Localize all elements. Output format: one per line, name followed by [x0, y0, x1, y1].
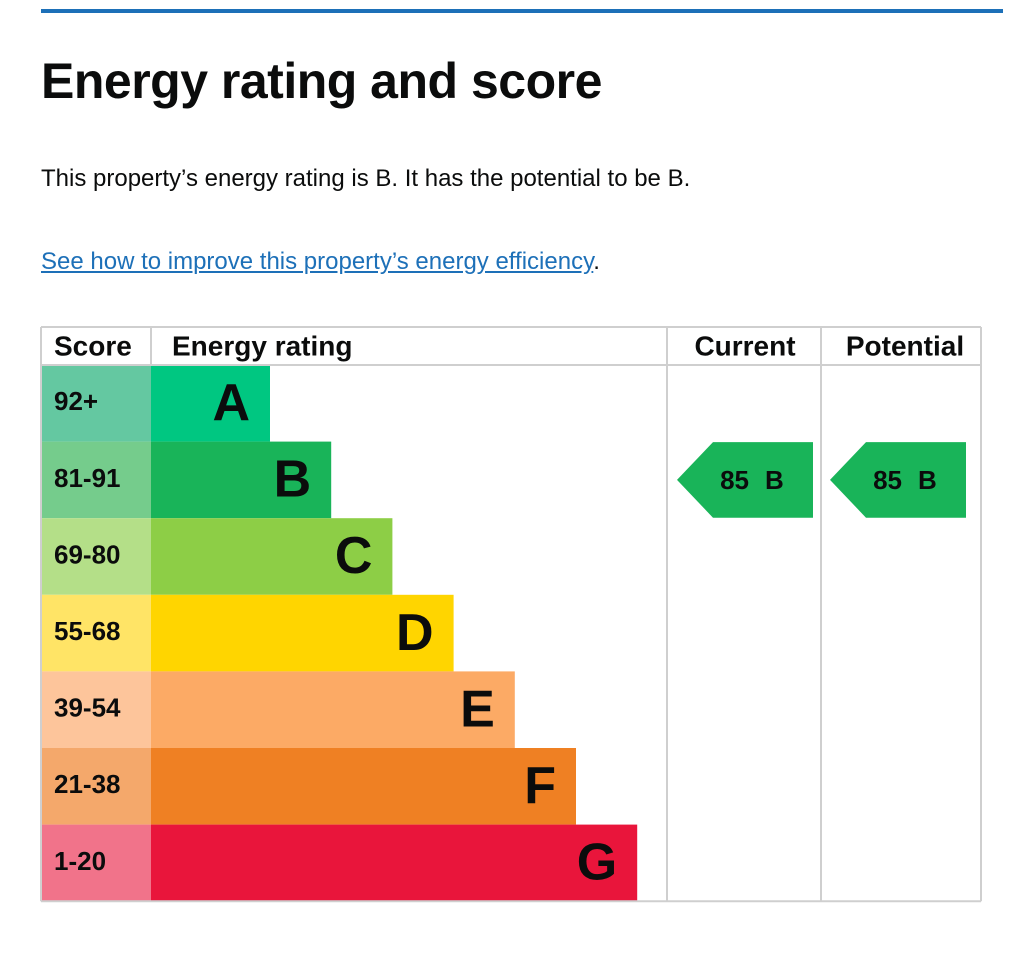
rating-bar	[151, 518, 393, 595]
rating-letter: B	[274, 451, 312, 509]
rating-bar	[151, 441, 332, 519]
potential-rating: B	[918, 465, 937, 495]
current-score: 85	[720, 465, 749, 495]
score-range: 55-68	[54, 616, 121, 646]
score-cell	[41, 748, 151, 825]
rating-bar	[151, 824, 638, 902]
rating-bar	[151, 671, 515, 748]
score-range: 92+	[54, 386, 98, 416]
potential-arrow	[830, 442, 966, 518]
summary: This property’s energy rating is B. It h…	[41, 165, 691, 192]
rating-bar	[151, 594, 454, 672]
column-header: Energy rating	[172, 330, 352, 361]
score-range: 69-80	[54, 539, 121, 569]
score-range: 1-20	[54, 846, 106, 876]
score-cell	[41, 594, 151, 672]
score-range: 21-38	[54, 769, 121, 799]
score-cell	[41, 671, 151, 748]
potential-score: 85	[873, 465, 902, 495]
rating-letter: D	[396, 604, 434, 662]
current-arrow	[677, 442, 813, 518]
rating-letter: E	[460, 680, 495, 738]
rating-letter: G	[577, 834, 617, 892]
rating-letter: A	[212, 374, 250, 432]
link-paragraph: See how to improve this property’s energ…	[41, 248, 600, 276]
link-suffix: .	[593, 248, 600, 275]
column-header: Score	[54, 330, 132, 361]
rating-bar	[151, 365, 270, 442]
column-header: Current	[694, 330, 795, 361]
score-cell	[41, 518, 151, 595]
score-cell	[41, 365, 151, 442]
top-rule	[41, 9, 1003, 13]
rating-letter: C	[335, 527, 373, 585]
score-range: 81-91	[54, 463, 121, 493]
rating-letter: F	[524, 757, 556, 815]
score-range: 39-54	[54, 693, 121, 723]
current-rating: B	[765, 465, 784, 495]
heading: Energy rating and score	[41, 53, 602, 109]
rating-bar	[151, 748, 576, 825]
score-cell	[41, 824, 151, 902]
score-cell	[41, 441, 151, 519]
column-header: Potential	[846, 330, 964, 361]
improve-link[interactable]: See how to improve this property’s energ…	[41, 248, 594, 275]
